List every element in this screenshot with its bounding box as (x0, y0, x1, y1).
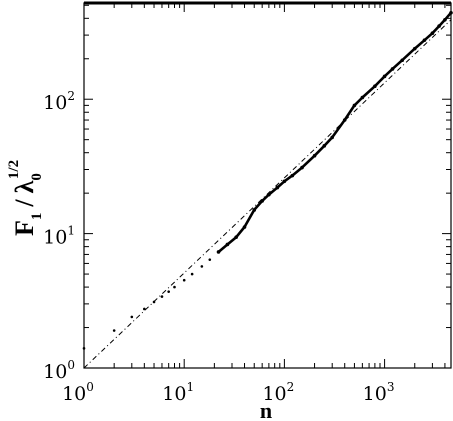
y-axis-label-lambda-sub: 0 (29, 173, 45, 181)
data-point (443, 17, 447, 22)
y-tick-label: 100 (43, 358, 75, 383)
y-tick-label: 102 (43, 89, 75, 114)
data-point (360, 95, 365, 100)
data-point (300, 165, 304, 170)
x-tick-label: 101 (162, 380, 194, 405)
data-point (160, 295, 164, 298)
data-point (422, 38, 427, 42)
data-point (225, 242, 230, 247)
x-tick-label: 103 (363, 380, 395, 405)
data-point (330, 135, 335, 140)
data-point (322, 144, 327, 148)
data-point (412, 46, 417, 51)
y-tick-label: 101 (43, 224, 75, 249)
data-point (373, 84, 377, 88)
reference-line (83, 19, 452, 369)
data-point (390, 67, 395, 71)
y-axis-label-power: 1/2 (6, 160, 22, 179)
data-point (282, 179, 287, 184)
data-point (130, 315, 134, 319)
y-axis-label-main: F (10, 220, 39, 236)
y-axis-ticks: 100 101 102 (43, 4, 451, 383)
x-axis-label: n (260, 398, 272, 421)
y-axis-label-lambda: λ (10, 180, 39, 193)
data-point (430, 31, 435, 35)
data-point (167, 290, 170, 293)
x-axis-ticks: 100 101 102 103 (62, 3, 446, 405)
plot-area-border (83, 2, 452, 369)
data-point (449, 10, 453, 15)
y-axis-label-slash: / (10, 199, 39, 208)
data-point (400, 58, 405, 63)
data-point (252, 208, 257, 212)
x-tick-label: 102 (262, 380, 294, 405)
x-tick-label: 100 (62, 380, 94, 405)
data-point (190, 272, 194, 276)
data-point (437, 24, 441, 28)
svg-text:F1/λ01/2: F1 / λ0 1/2 (6, 160, 45, 236)
plot-frame (83, 1, 452, 369)
y-axis-label-main-sub: 1 (29, 213, 45, 221)
data-point (173, 285, 176, 289)
data-point (216, 250, 221, 254)
data-point (208, 258, 212, 261)
data-point (234, 235, 238, 240)
data-point (290, 173, 295, 178)
series-layer (82, 10, 453, 369)
data-point (275, 185, 280, 190)
data-point (112, 329, 116, 332)
data-point (82, 347, 86, 350)
data-point (352, 103, 357, 108)
y-axis-label: F1 / λ0 1/2 (6, 160, 45, 236)
data-point (200, 265, 204, 268)
data-point (382, 74, 387, 79)
data-point (182, 278, 186, 282)
data-point (312, 153, 317, 158)
data-point (242, 225, 247, 229)
